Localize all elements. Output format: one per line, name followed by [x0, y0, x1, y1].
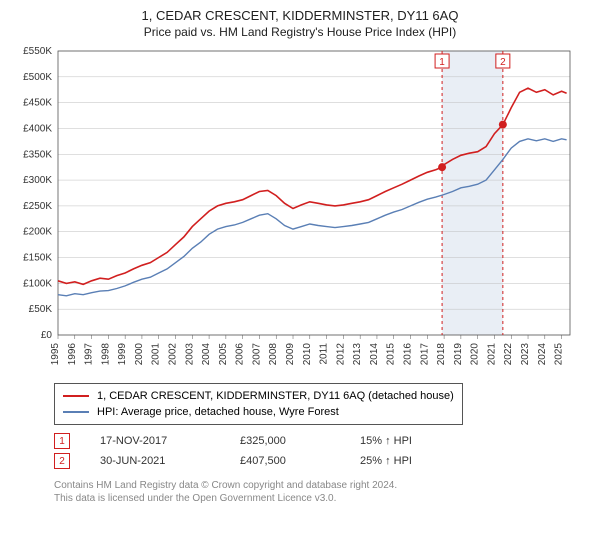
svg-text:£350K: £350K [23, 149, 52, 160]
marker-badge: 1 [54, 433, 70, 449]
svg-text:£400K: £400K [23, 123, 52, 134]
svg-text:2006: 2006 [235, 343, 246, 366]
svg-text:2012: 2012 [335, 343, 346, 366]
svg-text:1: 1 [439, 57, 445, 68]
svg-text:£100K: £100K [23, 278, 52, 289]
svg-text:2011: 2011 [319, 343, 330, 365]
marker-row: 2 30-JUN-2021 £407,500 25% ↑ HPI [54, 451, 578, 471]
footer: Contains HM Land Registry data © Crown c… [54, 479, 578, 505]
svg-text:£50K: £50K [29, 304, 53, 315]
svg-text:1995: 1995 [50, 343, 61, 366]
chart-subtitle: Price paid vs. HM Land Registry's House … [10, 25, 590, 39]
svg-text:2005: 2005 [218, 343, 229, 366]
svg-text:2019: 2019 [453, 343, 464, 366]
svg-text:2001: 2001 [151, 343, 162, 366]
svg-text:2020: 2020 [470, 343, 481, 366]
legend-label: 1, CEDAR CRESCENT, KIDDERMINSTER, DY11 6… [97, 390, 454, 402]
legend: 1, CEDAR CRESCENT, KIDDERMINSTER, DY11 6… [54, 383, 463, 425]
svg-text:£450K: £450K [23, 98, 52, 109]
svg-text:2025: 2025 [554, 343, 565, 366]
marker-price: £325,000 [240, 435, 330, 447]
footer-line: This data is licensed under the Open Gov… [54, 492, 578, 505]
marker-delta: 15% ↑ HPI [360, 435, 440, 447]
svg-text:2016: 2016 [403, 343, 414, 366]
svg-text:1999: 1999 [117, 343, 128, 366]
svg-text:2024: 2024 [537, 343, 548, 366]
svg-text:2000: 2000 [134, 343, 145, 366]
svg-text:2014: 2014 [369, 343, 380, 366]
svg-text:2004: 2004 [201, 343, 212, 366]
svg-text:2021: 2021 [486, 343, 497, 366]
svg-text:2002: 2002 [168, 343, 179, 366]
svg-text:2013: 2013 [352, 343, 363, 366]
svg-text:2017: 2017 [419, 343, 430, 366]
svg-text:£200K: £200K [23, 227, 52, 238]
marker-date: 30-JUN-2021 [100, 455, 210, 467]
svg-text:2008: 2008 [268, 343, 279, 366]
svg-text:£250K: £250K [23, 201, 52, 212]
svg-text:2009: 2009 [285, 343, 296, 366]
svg-text:£300K: £300K [23, 175, 52, 186]
chart-title: 1, CEDAR CRESCENT, KIDDERMINSTER, DY11 6… [10, 8, 590, 23]
svg-text:£500K: £500K [23, 72, 52, 83]
svg-text:£550K: £550K [23, 46, 52, 57]
svg-text:2003: 2003 [184, 343, 195, 366]
svg-text:£150K: £150K [23, 253, 52, 264]
marker-row: 1 17-NOV-2017 £325,000 15% ↑ HPI [54, 431, 578, 451]
footer-line: Contains HM Land Registry data © Crown c… [54, 479, 578, 492]
svg-text:£0: £0 [41, 330, 53, 341]
marker-date: 17-NOV-2017 [100, 435, 210, 447]
legend-item: 1, CEDAR CRESCENT, KIDDERMINSTER, DY11 6… [63, 388, 454, 404]
svg-text:2007: 2007 [251, 343, 262, 366]
line-chart: £0 £50K £100K £150K £200K £250K £300K £350K £400… [10, 45, 580, 375]
marker-price: £407,500 [240, 455, 330, 467]
legend-swatch [63, 411, 89, 413]
svg-text:2023: 2023 [520, 343, 531, 366]
legend-label: HPI: Average price, detached house, Wyre… [97, 406, 339, 418]
svg-text:1998: 1998 [100, 343, 111, 366]
svg-text:2015: 2015 [386, 343, 397, 366]
marker-table: 1 17-NOV-2017 £325,000 15% ↑ HPI 2 30-JU… [54, 431, 578, 471]
legend-item: HPI: Average price, detached house, Wyre… [63, 404, 454, 420]
marker-badge: 2 [54, 453, 70, 469]
svg-text:2022: 2022 [503, 343, 514, 366]
marker-delta: 25% ↑ HPI [360, 455, 440, 467]
chart-container: 1, CEDAR CRESCENT, KIDDERMINSTER, DY11 6… [0, 0, 600, 515]
svg-text:2: 2 [500, 57, 506, 68]
svg-text:2010: 2010 [302, 343, 313, 366]
svg-text:2018: 2018 [436, 343, 447, 366]
legend-swatch [63, 395, 89, 397]
svg-text:1997: 1997 [84, 343, 95, 366]
svg-text:1996: 1996 [67, 343, 78, 366]
